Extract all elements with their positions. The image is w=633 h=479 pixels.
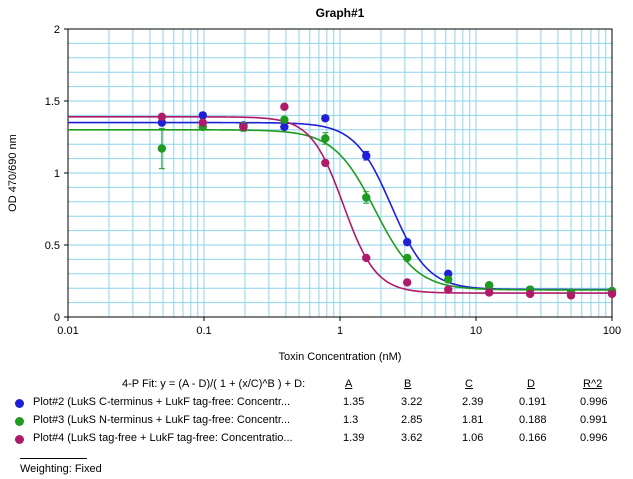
legend-row: Plot#3 (LukS N-terminus + LukF tag-free:… — [0, 414, 633, 430]
x-tick-label: 1 — [337, 325, 343, 337]
data-point — [239, 122, 248, 132]
fit-curve-3 — [68, 129, 612, 291]
data-point — [444, 269, 453, 278]
data-point — [157, 112, 167, 122]
data-point — [198, 118, 208, 127]
legend-header-row: 4-P Fit: y = (A - D)/( 1 + (x/C)^B ) + D… — [0, 378, 633, 394]
x-tick-label: 0.1 — [196, 325, 211, 337]
value-c: 1.81 — [462, 414, 484, 426]
y-tick-label: 1.5 — [45, 96, 60, 108]
data-point — [525, 289, 535, 299]
value-c: 1.06 — [462, 432, 484, 444]
grid — [67, 29, 612, 317]
value-b: 3.22 — [401, 396, 423, 408]
value-d: 0.191 — [519, 396, 547, 408]
header-c: C — [465, 378, 473, 390]
y-tick-label: 2 — [54, 24, 60, 36]
series-marker-icon — [15, 435, 24, 444]
data-point — [403, 253, 412, 263]
data-point — [566, 291, 576, 300]
value-r2: 0.996 — [580, 432, 608, 444]
data-point — [157, 118, 167, 127]
x-tick-label: 10 — [470, 325, 482, 337]
axis-ticks: 0.01 0.1 1 10 100 0 0.5 1 1.5 2 — [45, 24, 621, 337]
weighting-note: Weighting: Fixed — [20, 463, 102, 475]
weighting-divider — [20, 458, 87, 459]
data-point — [484, 281, 494, 290]
series-name: Plot#3 (LukS N-terminus + LukF tag-free:… — [33, 414, 291, 426]
header-r2: R^2 — [583, 378, 603, 390]
value-a: 1.3 — [343, 414, 359, 426]
data-point — [607, 289, 617, 299]
chart-title: Graph#1 — [316, 6, 365, 20]
y-axis-label: OD 470/690 nm — [7, 134, 19, 212]
data-point — [280, 102, 289, 111]
header-d: D — [527, 378, 535, 390]
value-b: 3.62 — [401, 432, 423, 444]
data-point — [403, 237, 412, 247]
y-tick-label: 0 — [54, 312, 60, 324]
legend-row: Plot#2 (LukS C-terminus + LukF tag-free:… — [0, 396, 633, 412]
data-point — [157, 144, 167, 153]
x-tick-label: 0.01 — [57, 325, 78, 337]
data-point — [362, 193, 371, 202]
data-point — [321, 114, 330, 123]
data-point — [444, 275, 453, 284]
chart: 0.01 0.1 1 10 100 0 0.5 1 1.5 2 Graph#1 Toxin Con… — [7, 6, 621, 363]
series-name: Plot#2 (LukS C-terminus + LukF tag-free:… — [33, 396, 291, 408]
x-axis-label: Toxin Concentration (nM) — [279, 351, 402, 363]
value-d: 0.188 — [519, 414, 547, 426]
data-point — [362, 151, 371, 160]
data-point — [198, 111, 208, 120]
value-r2: 0.996 — [580, 396, 608, 408]
data-point — [280, 122, 289, 132]
value-c: 2.39 — [462, 396, 484, 408]
value-a: 1.39 — [343, 432, 365, 444]
legend-row: Plot#4 (LukS tag-free + LukF tag-free: C… — [0, 432, 633, 448]
x-tick-label: 100 — [603, 325, 621, 337]
data-point — [444, 285, 453, 294]
data-point — [280, 115, 289, 124]
series-marker-icon — [15, 417, 24, 426]
value-d: 0.166 — [519, 432, 547, 444]
data-point — [321, 158, 330, 168]
y-tick-label: 0.5 — [45, 240, 60, 252]
header-a: A — [345, 378, 353, 390]
value-a: 1.35 — [343, 396, 365, 408]
fit-equation: 4-P Fit: y = (A - D)/( 1 + (x/C)^B ) + D… — [122, 378, 306, 390]
data-point — [484, 288, 494, 297]
header-b: B — [404, 378, 412, 390]
data-point — [321, 134, 330, 143]
data-point — [403, 278, 412, 287]
y-tick-label: 1 — [54, 168, 60, 180]
data-point — [362, 253, 371, 263]
series-name: Plot#4 (LukS tag-free + LukF tag-free: C… — [33, 432, 293, 444]
data-points — [157, 102, 617, 300]
series-marker-icon — [15, 399, 24, 408]
value-b: 2.85 — [401, 414, 423, 426]
value-r2: 0.991 — [580, 414, 608, 426]
